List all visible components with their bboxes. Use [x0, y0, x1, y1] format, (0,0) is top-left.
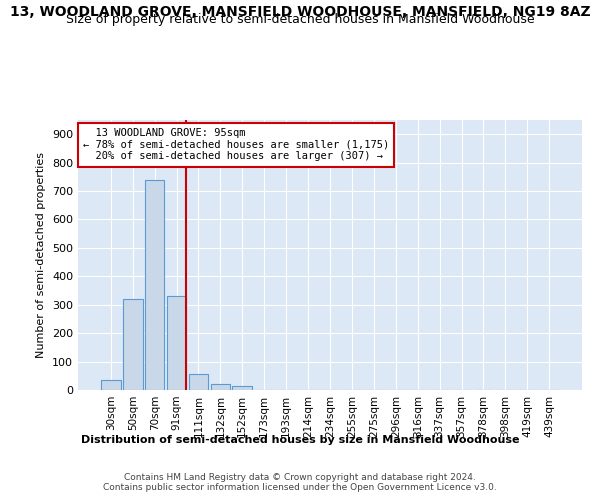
Bar — [167, 296, 187, 390]
Bar — [145, 180, 164, 390]
Bar — [123, 299, 143, 390]
Text: Size of property relative to semi-detached houses in Mansfield Woodhouse: Size of property relative to semi-detach… — [65, 12, 535, 26]
Text: 13, WOODLAND GROVE, MANSFIELD WOODHOUSE, MANSFIELD, NG19 8AZ: 13, WOODLAND GROVE, MANSFIELD WOODHOUSE,… — [10, 5, 590, 19]
Text: Distribution of semi-detached houses by size in Mansfield Woodhouse: Distribution of semi-detached houses by … — [81, 435, 519, 445]
Text: 13 WOODLAND GROVE: 95sqm
← 78% of semi-detached houses are smaller (1,175)
  20%: 13 WOODLAND GROVE: 95sqm ← 78% of semi-d… — [83, 128, 389, 162]
Text: Contains HM Land Registry data © Crown copyright and database right 2024.: Contains HM Land Registry data © Crown c… — [124, 472, 476, 482]
Bar — [232, 386, 252, 390]
Bar — [101, 380, 121, 390]
Text: Contains public sector information licensed under the Open Government Licence v3: Contains public sector information licen… — [103, 484, 497, 492]
Bar — [188, 374, 208, 390]
Bar — [211, 384, 230, 390]
Y-axis label: Number of semi-detached properties: Number of semi-detached properties — [37, 152, 46, 358]
